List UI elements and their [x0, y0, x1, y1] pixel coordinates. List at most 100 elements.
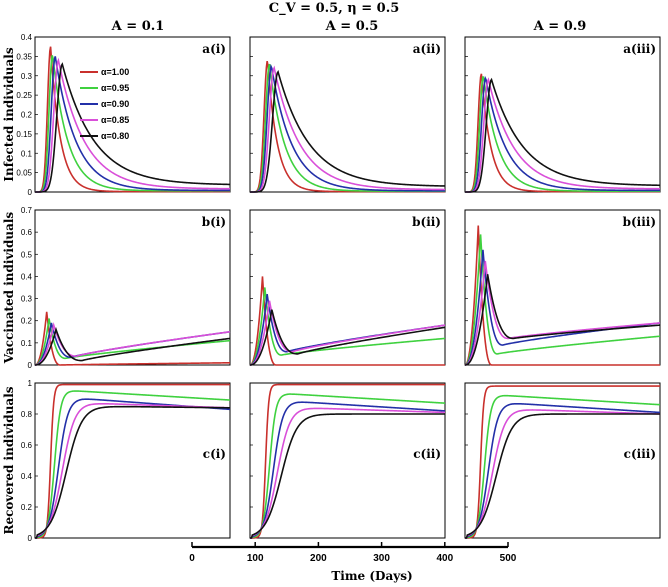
series-line-α=0.95 — [465, 394, 661, 539]
panel-b(iii): b(iii) — [464, 209, 661, 366]
panel-label: c(i) — [203, 447, 226, 461]
series-line-α=0.80 — [465, 77, 661, 193]
y-tick-label: 0.35 — [16, 52, 32, 61]
panel-frame — [464, 209, 661, 366]
series-line-α=0.80 — [464, 274, 661, 366]
y-tick-label: 0.15 — [16, 130, 32, 139]
column-title-1: A = 0.1 — [111, 19, 165, 34]
legend-entry: α=0.85 — [101, 115, 129, 125]
panel-frame — [464, 382, 661, 539]
series-line-α=0.80 — [34, 326, 231, 366]
legend-entry: α=1.00 — [101, 67, 129, 77]
y-tick-label: 0.3 — [21, 295, 33, 304]
y-tick-label: 0.05 — [16, 169, 32, 178]
y-tick-label: 0.25 — [16, 91, 32, 100]
x-tick-label: 200 — [310, 553, 327, 564]
series-line-α=1.00 — [465, 385, 660, 539]
series-line-α=1.00 — [34, 311, 230, 366]
series-line-α=0.95 — [464, 234, 661, 366]
y-tick-label: 0.3 — [21, 72, 33, 81]
series-line-α=0.95 — [249, 287, 446, 366]
row-label-1: Infected individuals — [2, 47, 16, 181]
panel-label: b(iii) — [623, 215, 656, 229]
series-line-α=0.85 — [250, 65, 446, 193]
series-line-α=0.95 — [34, 318, 231, 366]
legend-entry: α=0.95 — [101, 83, 129, 93]
panel-frame — [34, 209, 231, 366]
column-title-3: A = 0.9 — [533, 19, 587, 34]
y-tick-label: 0.5 — [21, 250, 33, 259]
panel-c(i): 0 0.2 0.4 0.6 0.8 1 c(i) — [21, 379, 231, 543]
series-line-α=0.85 — [249, 300, 446, 366]
row-label-2: Vaccinated individuals — [2, 212, 16, 365]
series-line-α=0.85 — [35, 57, 231, 193]
series-line-α=1.00 — [35, 383, 230, 539]
series-line-α=0.90 — [250, 63, 445, 193]
x-tick-label: 500 — [500, 553, 517, 564]
panel-frame — [249, 36, 446, 193]
series-line-α=0.95 — [465, 76, 660, 193]
series-line-α=0.85 — [464, 409, 661, 539]
y-tick-label: 0.1 — [21, 149, 33, 158]
series-line-α=1.00 — [249, 276, 445, 366]
column-title-2: A = 0.5 — [325, 19, 379, 34]
panel-a(ii): a(ii) — [249, 36, 446, 193]
y-tick-label: 0.6 — [21, 228, 33, 237]
panel-a(i): 00.050.10.150.20.250.30.350.4a(i)α=1.00α… — [16, 33, 231, 197]
y-tick-label: 0.6 — [21, 441, 33, 450]
y-tick-label: 0.8 — [21, 410, 33, 419]
panel-c(ii): c(ii) — [249, 382, 446, 539]
series-line-α=0.80 — [249, 413, 445, 539]
legend-entry: α=0.80 — [101, 131, 129, 141]
legend-entry: α=0.90 — [101, 99, 129, 109]
y-tick-label: 0.7 — [21, 206, 33, 215]
panel-label: a(ii) — [413, 42, 441, 56]
x-tick-label: 0 — [189, 553, 195, 564]
y-tick-label: 0 — [28, 361, 33, 370]
series-line-α=0.85 — [249, 407, 446, 539]
series-line-α=0.80 — [250, 69, 446, 193]
legend: α=1.00 α=0.95 α=0.90 α=0.85 α=0.80 — [80, 67, 129, 141]
y-tick-label: 0 — [28, 188, 33, 197]
series-line-α=0.90 — [465, 75, 661, 193]
x-tick-label: 100 — [247, 553, 264, 564]
series-line-α=0.80 — [35, 62, 231, 193]
y-tick-label: 0.2 — [21, 111, 33, 120]
series-line-α=1.00 — [250, 383, 445, 539]
panel-label: a(i) — [202, 42, 226, 56]
panel-c(iii): c(iii) — [464, 382, 661, 539]
series-line-α=0.95 — [35, 390, 231, 539]
row-label-3: Recovered individuals — [2, 386, 16, 534]
series-line-α=0.80 — [35, 405, 231, 539]
y-tick-label: 0.4 — [21, 33, 33, 42]
panel-b(ii): b(ii) — [249, 209, 446, 366]
x-tick-label: 400 — [436, 553, 453, 564]
panel-label: a(iii) — [623, 42, 656, 56]
y-tick-label: 0 — [28, 534, 33, 543]
series-line-α=0.85 — [465, 77, 661, 193]
y-tick-label: 1 — [28, 379, 33, 388]
series-line-α=0.80 — [464, 413, 660, 539]
x-axis-label: Time (Days) — [331, 569, 412, 583]
series-line-α=0.90 — [465, 402, 661, 539]
panel-frame — [34, 36, 231, 193]
series-line-α=0.90 — [250, 401, 446, 539]
series-line-α=0.85 — [464, 260, 661, 366]
panel-frame — [34, 382, 231, 539]
series-line-α=0.95 — [250, 393, 446, 539]
panel-label: b(ii) — [412, 215, 441, 229]
panel-label: c(ii) — [413, 447, 441, 461]
panel-b(i): 0 0.1 0.2 0.3 0.4 0.5 0.6 0.7 b(i) — [21, 206, 231, 370]
panel-label: c(iii) — [624, 447, 656, 461]
series-line-α=0.90 — [464, 249, 661, 366]
series-line-α=0.90 — [35, 56, 230, 193]
x-tick-label: 300 — [373, 553, 390, 564]
y-tick-label: 0.2 — [21, 317, 33, 326]
y-tick-label: 0.1 — [21, 339, 33, 348]
y-tick-label: 0.2 — [21, 503, 33, 512]
panel-a(iii): a(iii) — [464, 36, 661, 193]
y-tick-label: 0.4 — [21, 272, 33, 281]
y-tick-label: 0.4 — [21, 472, 33, 481]
series-line-α=0.80 — [249, 309, 446, 366]
